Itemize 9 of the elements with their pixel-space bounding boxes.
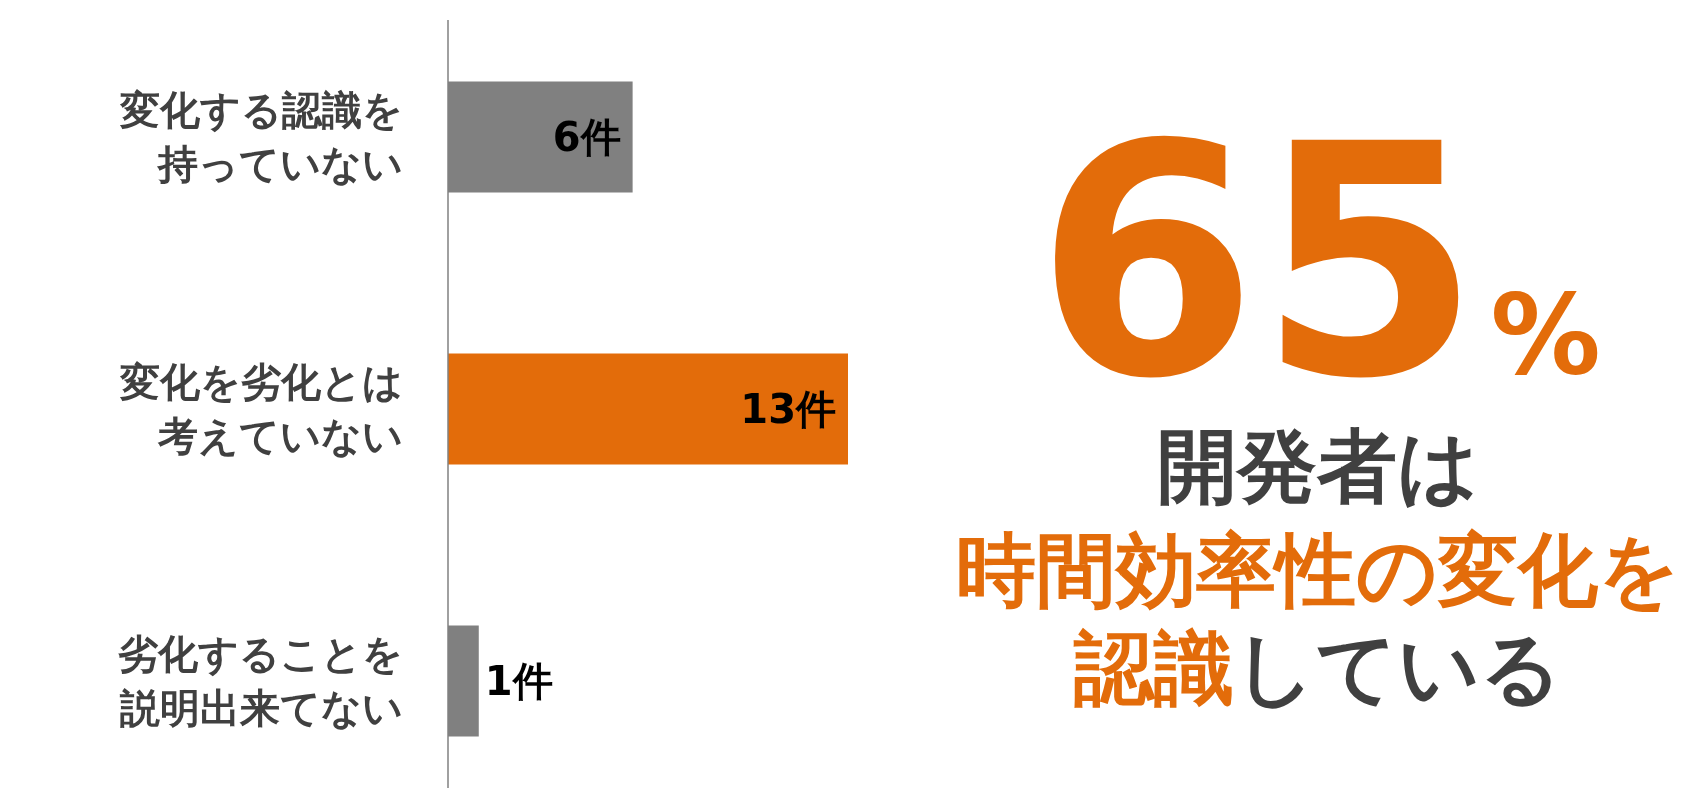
data-label: 1件 — [484, 658, 553, 704]
text: 時間効率性の変化を — [956, 524, 1680, 617]
y-tick-label: 劣化することを説明出来てない — [118, 631, 403, 731]
text: している — [1234, 622, 1562, 715]
text: 認識 — [1073, 622, 1234, 715]
y-tick-label: 変化を劣化とは考えていない — [119, 359, 403, 459]
data-label: 13件 — [740, 386, 836, 432]
data-label: 6件 — [552, 114, 621, 160]
y-tick-label: 変化する認識を持っていない — [119, 87, 403, 187]
